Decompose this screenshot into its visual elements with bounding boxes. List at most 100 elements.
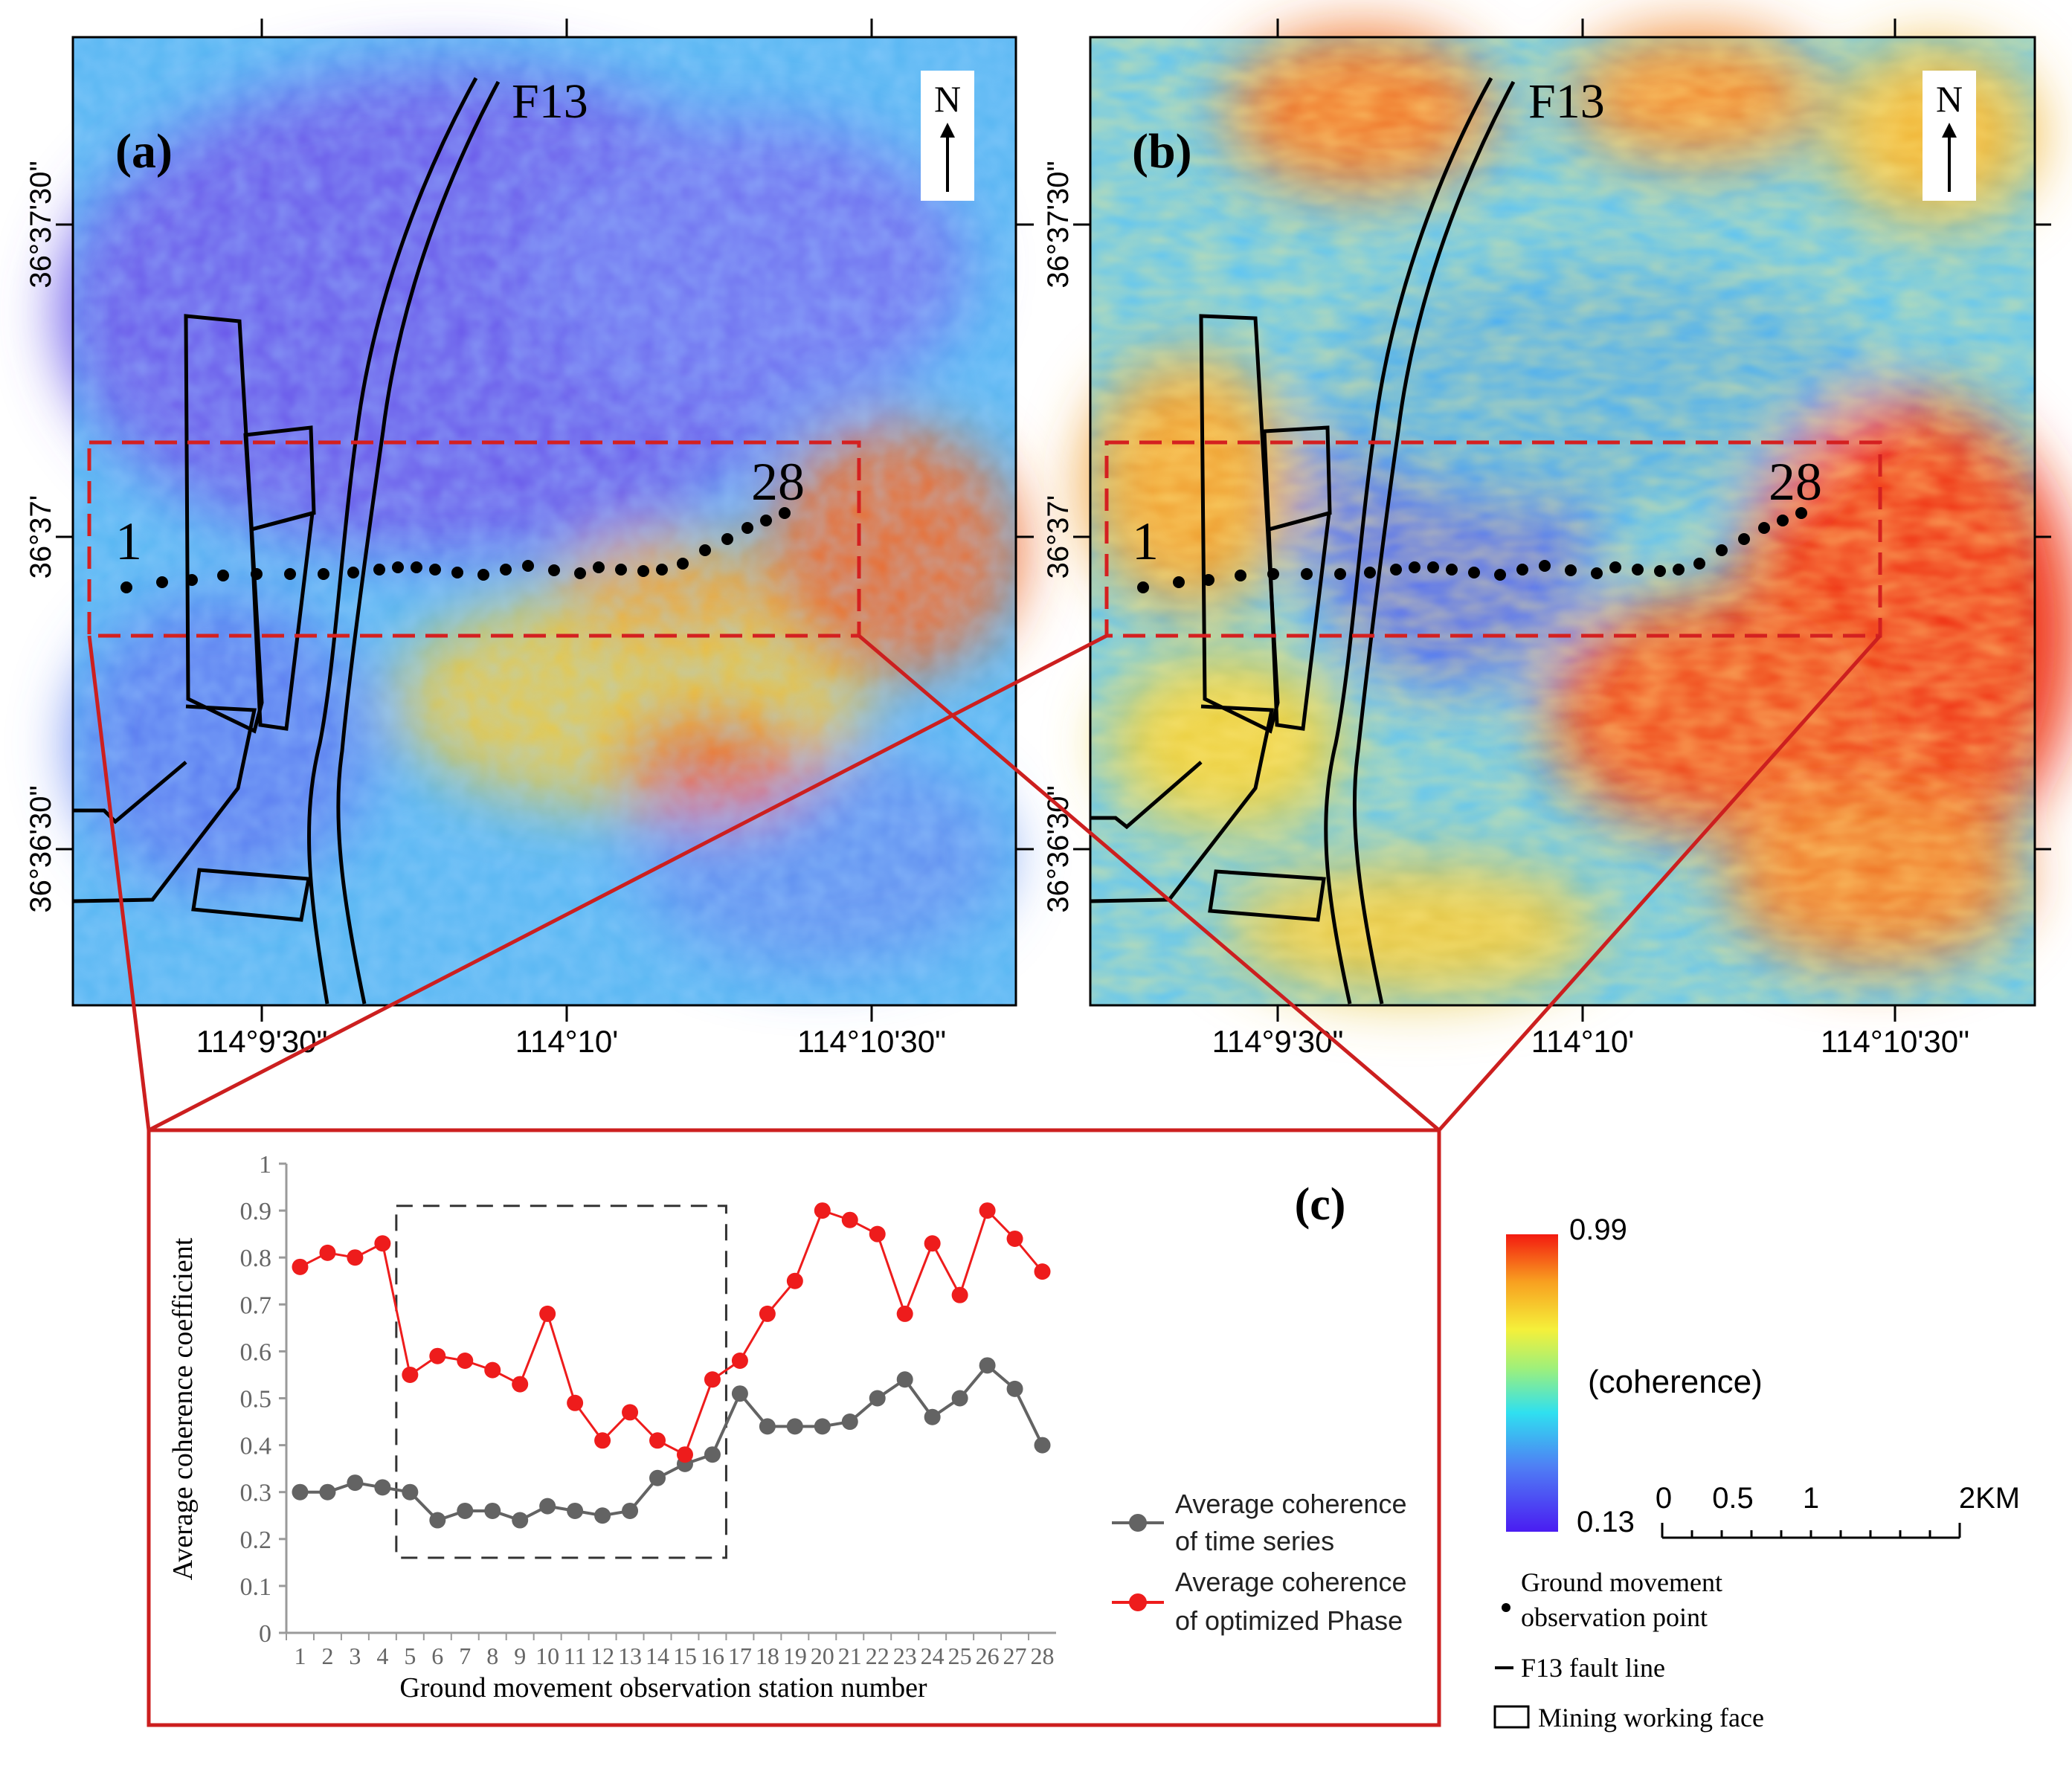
map-a-ticks [56,19,1034,1022]
chart-point-s1-19 [786,1272,803,1289]
chart-point-s1-17 [731,1353,748,1370]
chart-point-s1-23 [896,1305,913,1322]
chart-x-tick-label: 14 [646,1643,669,1669]
chart-x-tick-label: 19 [783,1643,807,1669]
chart-series-line-1 [299,1208,1043,1457]
chart-point-s0-26 [979,1357,996,1374]
chart-point-s1-11 [567,1394,584,1411]
chart-x-tick-label: 18 [756,1643,779,1669]
chart-point-s1-15 [676,1446,693,1463]
chart-point-s0-21 [841,1414,858,1431]
chart-point-s1-7 [457,1353,474,1370]
map-b-lon-tick-1: 114°9'30" [1212,1024,1344,1059]
legend-face-label: Mining working face [1538,1703,1764,1732]
chart-point-s1-4 [374,1235,391,1252]
chart-y-tick-label: 0.9 [240,1198,272,1225]
legend-label-time-series-line2: of time series [1175,1526,1334,1556]
map-a-lat-tick-3: 36°36'30" [25,785,57,912]
map-b-lon-tick-3: 114°10'30" [1821,1024,1969,1059]
chart-point-s1-26 [979,1202,996,1219]
chart-point-s1-8 [484,1361,501,1379]
map-b-lat-tick-1: 36°37'30" [1042,161,1075,288]
chart-point-s0-24 [924,1408,941,1425]
chart-panel-label: (c) [1295,1179,1346,1230]
chart-legend: Average coherence of time series Average… [1112,1489,1407,1636]
chart-point-s1-2 [319,1244,336,1261]
map-b-fault-label: F13 [1528,74,1605,129]
legend-point-label-line1: Ground movement [1521,1567,1722,1597]
chart-x-tick-label: 12 [591,1643,614,1669]
map-a-study-box [87,440,861,638]
chart-y-tick-label: 0.4 [240,1433,272,1460]
chart-c: 00.10.20.30.40.50.60.70.80.911 2 3 4 5 6 7 8 9 10… [167,1151,1407,1703]
chart-y-tick-label: 1 [259,1151,271,1179]
chart-x-tick-label: 11 [564,1643,587,1669]
map-a-lon-tick-2: 114°10' [515,1024,619,1059]
chart-x-tick-label: 27 [1003,1643,1027,1669]
chart-point-s1-21 [841,1211,858,1228]
legend-label-optimized-phase-line1: Average coherence [1175,1567,1407,1597]
scale-bar [1661,1523,1961,1539]
legend-point-symbol [1502,1603,1510,1612]
chart-point-s0-11 [567,1502,584,1519]
chart-y-tick-label: 0.8 [240,1245,272,1272]
scale-label-0: 0 [1656,1482,1672,1515]
map-a-point-start-label: 1 [115,512,142,571]
chart-point-s0-17 [731,1385,748,1402]
chart-series-1 [292,1202,1051,1463]
chart-point-s0-27 [1006,1380,1023,1397]
map-b-point-end-label: 28 [1769,452,1822,512]
chart-x-tick-label: 2 [321,1643,333,1669]
map-a-fault-f13 [307,77,501,1005]
chart-point-s1-28 [1034,1263,1051,1280]
chart-x-tick-label: 10 [535,1643,559,1669]
map-a: 1 28 F13 (a) N 114°9'30" 114°10' 114°10'… [25,19,1034,1059]
map-a-north-arrow: N [921,71,974,201]
chart-point-s1-16 [704,1371,721,1388]
chart-x-tick-label: 21 [838,1643,862,1669]
chart-x-axis-title: Ground movement observation station numb… [399,1672,927,1703]
chart-y-tick-label: 0.6 [240,1338,272,1366]
legend-fault-label: F13 fault line [1521,1653,1665,1683]
map-b-point-start-label: 1 [1132,512,1159,571]
chart-point-s0-19 [786,1418,803,1435]
map-a-lon-tick-1: 114°9'30" [196,1024,328,1059]
chart-point-s1-27 [1006,1230,1023,1247]
chart-point-s1-10 [539,1305,556,1322]
chart-point-s1-18 [759,1305,776,1322]
chart-y-tick-label: 0.5 [240,1386,272,1414]
chart-series-line-0 [300,1363,1044,1522]
chart-series-0 [292,1357,1051,1529]
map-a-panel-label: (a) [115,124,173,178]
map-a-north-label: N [934,78,961,120]
chart-x-tick-label: 25 [948,1643,972,1669]
legend-label-time-series-line1: Average coherence [1175,1489,1407,1519]
chart-point-s1-20 [814,1202,831,1219]
chart-point-s1-1 [292,1258,309,1275]
map-b-study-box [1104,440,1882,638]
legend-item-time-series: Average coherence of time series [1112,1489,1407,1556]
chart-x-tick-label: 16 [701,1643,724,1669]
chart-point-s0-8 [484,1502,501,1519]
chart-x-tick-label: 17 [728,1643,752,1669]
legend-label-optimized-phase-line2: of optimized Phase [1175,1605,1403,1636]
chart-y-tick-label: 0.1 [240,1573,272,1601]
chart-y-tick-label: 0.7 [240,1292,272,1319]
colorbar-min-label: 0.13 [1577,1506,1635,1538]
chart-point-s0-9 [512,1512,529,1529]
chart-point-s1-25 [951,1286,968,1303]
chart-point-s0-6 [429,1512,446,1529]
map-a-lat-tick-2: 36°37' [25,495,57,579]
chart-x-tick-label: 7 [459,1643,471,1669]
chart-series-layer [292,1202,1051,1529]
map-a-lat-tick-1: 36°37'30" [25,161,57,288]
legend-item-optimized-phase: Average coherence of optimized Phase [1112,1567,1407,1636]
map-legend: 0.99 0.13 (coherence) 0 0.5 1 2KM Ground… [1493,1213,2020,1732]
chart-y-tick-label: 0.3 [240,1480,272,1507]
chart-point-s0-28 [1034,1437,1051,1454]
chart-x-tick-label: 24 [921,1643,945,1669]
chart-point-s0-4 [374,1479,391,1496]
chart-tick-labels: 00.10.20.30.40.50.60.70.80.911 2 3 4 5 6 7 8 9 10… [240,1151,1055,1669]
map-b-panel-label: (b) [1132,124,1192,178]
